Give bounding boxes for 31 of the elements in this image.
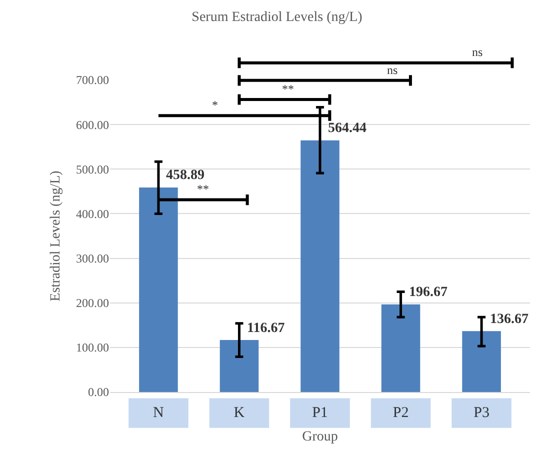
y-tick-label: 0.00 <box>88 385 109 400</box>
x-tick-label: P2 <box>392 405 409 421</box>
data-label: 116.67 <box>247 321 285 336</box>
data-label: 196.67 <box>409 285 448 300</box>
chart-title: Serum Estradiol Levels (ng/L) <box>192 10 363 26</box>
bar <box>300 140 340 392</box>
data-label: 458.89 <box>166 168 204 183</box>
y-tick-label: 300.00 <box>76 251 109 266</box>
annotation: ** <box>282 82 294 96</box>
x-axis-title: Group <box>302 429 338 444</box>
bar <box>381 304 420 392</box>
x-tick-label: N <box>153 405 164 421</box>
data-label: 564.44 <box>328 121 366 136</box>
y-tick-label: 700.00 <box>76 73 109 88</box>
bar <box>139 187 178 392</box>
bar <box>462 331 501 392</box>
annotation: * <box>212 98 218 112</box>
y-axis-title: Estradiol Levels (ng/L) <box>48 170 64 302</box>
y-tick-label: 500.00 <box>76 162 109 176</box>
x-tick-label: K <box>234 405 245 421</box>
y-tick-label: 100.00 <box>76 340 109 355</box>
bar <box>220 340 259 392</box>
annotation: ** <box>197 182 209 196</box>
y-tick-label: 400.00 <box>76 206 109 221</box>
y-tick-label: 600.00 <box>76 118 109 132</box>
x-tick-label: P3 <box>474 405 490 421</box>
text: ns <box>472 45 483 59</box>
x-tick-label: P1 <box>312 405 328 421</box>
text: ns <box>387 63 398 77</box>
data-label: 136.67 <box>490 312 528 327</box>
y-tick-label: 200.00 <box>76 296 109 310</box>
